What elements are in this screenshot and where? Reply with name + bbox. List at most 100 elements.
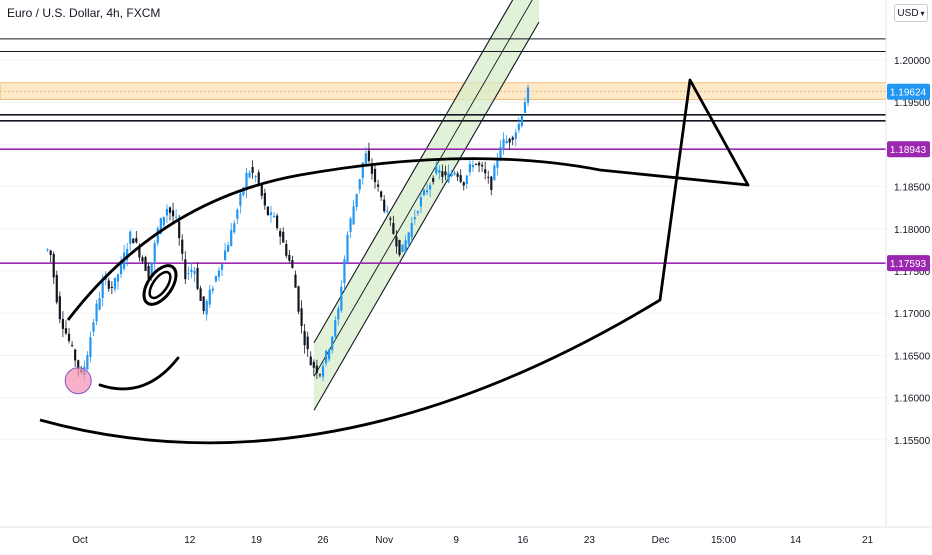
candle-body — [285, 244, 288, 256]
candle-body — [340, 286, 343, 311]
candle-body — [107, 280, 110, 289]
candle-body — [364, 153, 367, 164]
candle-body — [175, 216, 178, 218]
candle-body — [328, 349, 331, 360]
candle-body — [324, 350, 328, 364]
drawing-layer — [39, 78, 750, 445]
candle-body — [416, 211, 419, 214]
level-layer — [0, 38, 886, 264]
last-price-tag-label: 1.19624 — [890, 88, 927, 99]
candle-body — [165, 208, 169, 216]
candle-body — [147, 265, 150, 279]
candle-body — [419, 197, 423, 207]
candle-body — [211, 288, 214, 291]
x-tick-label: 14 — [790, 535, 802, 546]
candle-body — [291, 259, 294, 268]
candle-body — [456, 173, 459, 177]
candle-body — [450, 173, 453, 177]
support-tag-0-bg — [887, 141, 930, 158]
candle-body — [141, 257, 144, 262]
candle-body — [196, 267, 199, 289]
candle-body — [263, 193, 266, 206]
channel-fill — [314, 0, 539, 411]
channel-lower-line — [313, 21, 540, 411]
candle-body — [49, 250, 52, 255]
x-tick-label: 12 — [184, 535, 196, 546]
candle-body — [514, 132, 517, 139]
candle-body — [462, 182, 465, 186]
candle-body — [523, 102, 527, 113]
candle-body — [113, 277, 117, 290]
candle-body — [159, 218, 162, 235]
candle-body — [395, 236, 398, 247]
candle-body — [481, 164, 484, 167]
candle-body — [132, 238, 135, 244]
candle-body — [239, 193, 242, 206]
candle-body — [55, 274, 58, 303]
candle-body — [459, 175, 462, 182]
candle-body — [386, 210, 389, 213]
candle-body — [435, 166, 438, 174]
x-tick-label: Dec — [652, 535, 670, 546]
candle-body — [383, 199, 386, 212]
candle-body — [46, 249, 49, 251]
candle-body — [493, 165, 496, 181]
candle-body — [58, 296, 61, 320]
candle-body — [441, 171, 444, 177]
candle-body — [370, 165, 374, 174]
candle-body — [126, 248, 129, 261]
fish-eye — [142, 264, 178, 306]
candle-body — [248, 172, 251, 178]
candle-body — [77, 360, 80, 369]
candle-body — [199, 288, 202, 301]
candle-body — [361, 162, 364, 178]
candle-body — [380, 191, 383, 198]
candle-body — [294, 274, 297, 288]
channel-layer — [313, 0, 540, 411]
candle-body — [343, 259, 346, 284]
channel-mid-line — [313, 0, 533, 377]
candle-body — [355, 193, 358, 208]
candle-body — [205, 300, 208, 315]
candle-body — [171, 210, 175, 217]
candle-body — [190, 269, 193, 272]
candle-body — [505, 140, 508, 144]
candle-body — [52, 254, 55, 278]
candle-body — [496, 158, 499, 168]
fish-eye-inner — [148, 270, 172, 300]
y-tick-label: 1.15500 — [894, 436, 931, 447]
candle-body — [303, 331, 306, 346]
last-price-tag-bg — [887, 83, 930, 100]
fish-mouth — [98, 356, 180, 391]
candle-body — [153, 243, 156, 262]
candle-body — [184, 259, 187, 280]
candle-body — [318, 374, 322, 376]
candle-body — [150, 262, 153, 275]
candle-body — [202, 296, 205, 312]
x-tick-label: Nov — [375, 535, 393, 546]
currency-button[interactable]: USD ▾ — [894, 4, 928, 22]
candle-body — [193, 270, 196, 274]
candle-body — [471, 164, 475, 168]
candle-body — [367, 150, 370, 161]
x-tick-label: 16 — [517, 535, 529, 546]
candle-body — [245, 172, 248, 191]
candle-body — [227, 245, 230, 252]
candle-body — [266, 206, 270, 215]
candle-body — [447, 172, 450, 183]
y-tick-label: 1.17500 — [894, 267, 931, 278]
tag-layer: 1.19624 1.18943 1.17593 — [887, 83, 930, 272]
candle-body — [392, 222, 395, 234]
candle-body — [373, 168, 377, 183]
y-tick-label: 1.20000 — [894, 56, 931, 67]
candle-body — [260, 184, 263, 196]
candle-body — [511, 137, 514, 140]
candle-body — [331, 336, 334, 351]
candle-body — [230, 230, 233, 247]
candle-body — [309, 356, 312, 366]
candle-body — [223, 250, 227, 260]
candle-body — [484, 169, 487, 174]
candle-body — [502, 139, 505, 149]
